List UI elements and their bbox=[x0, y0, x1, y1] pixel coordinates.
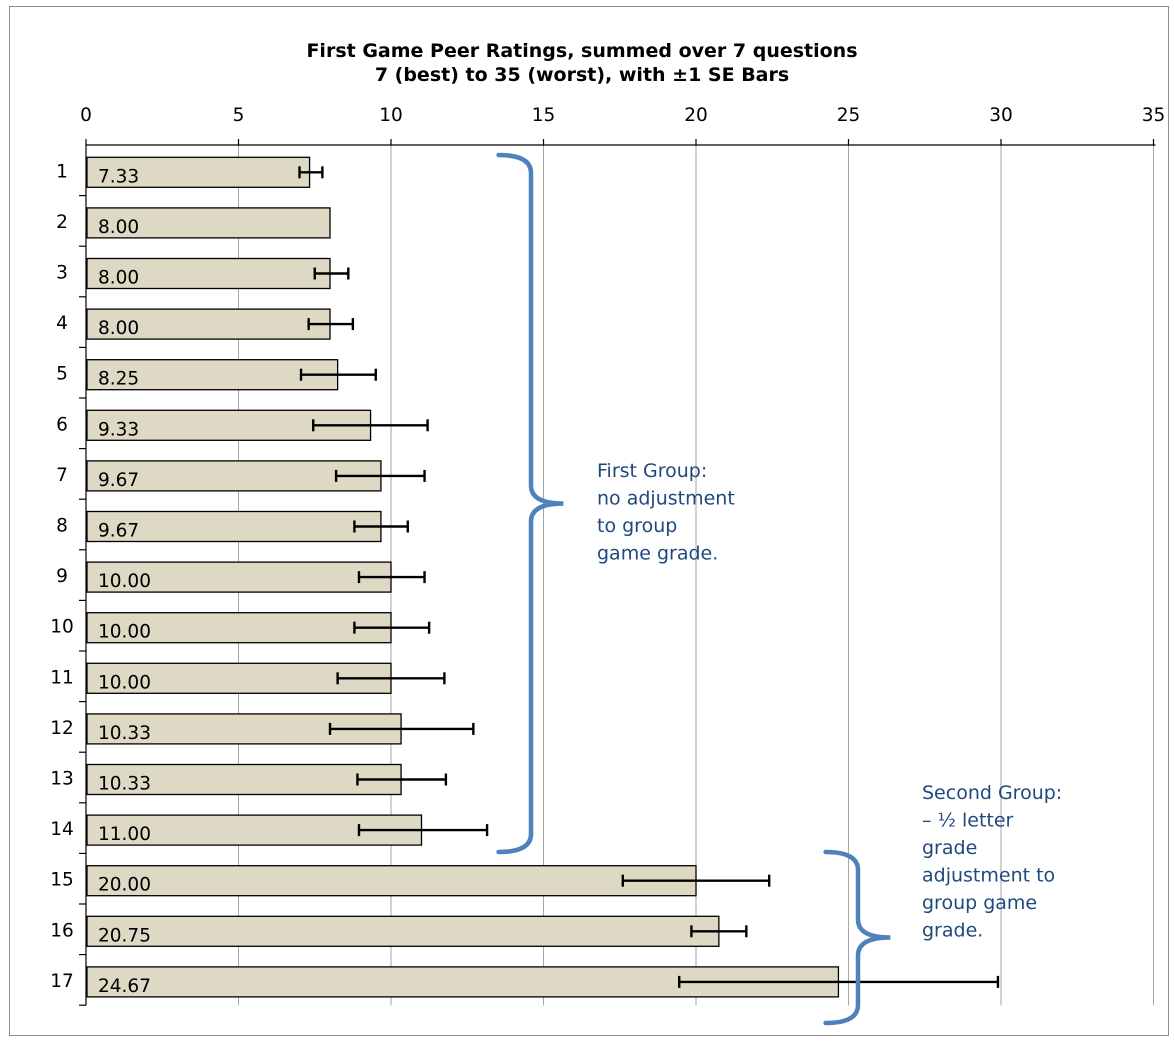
second-group-annotation-line: Second Group: bbox=[922, 782, 1062, 804]
gridlines bbox=[238, 145, 1154, 1006]
category-label: 15 bbox=[50, 870, 74, 891]
chart: First Game Peer Ratings, summed over 7 q… bbox=[50, 40, 1166, 1026]
bar-value-label: 8.25 bbox=[98, 369, 139, 390]
first-group-brace bbox=[496, 152, 564, 855]
second-group-annotation-line: adjustment to bbox=[922, 865, 1055, 887]
category-label: 4 bbox=[56, 313, 68, 334]
bar bbox=[86, 510, 382, 543]
bar-value-label: 20.00 bbox=[98, 875, 151, 896]
category-label: 5 bbox=[56, 364, 68, 385]
bar-value-label: 10.33 bbox=[98, 723, 151, 744]
bar bbox=[86, 865, 697, 897]
category-label: 9 bbox=[56, 566, 68, 587]
annotations: First Group: no adjustment to group game gr… bbox=[496, 152, 1062, 1026]
bar-value-label: 10.00 bbox=[98, 571, 151, 592]
x-tick-label: 35 bbox=[1142, 105, 1166, 126]
category-label: 6 bbox=[56, 414, 68, 435]
bar bbox=[86, 156, 311, 188]
category-label: 17 bbox=[50, 971, 74, 992]
bar-value-label: 9.67 bbox=[98, 470, 139, 491]
chart-subtitle: 7 (best) to 35 (worst), with ±1 SE Bars bbox=[375, 64, 789, 86]
chart-frame: First Game Peer Ratings, summed over 7 q… bbox=[9, 6, 1169, 1036]
category-label: 2 bbox=[56, 212, 68, 233]
bar-value-label: 9.67 bbox=[98, 521, 139, 542]
x-tick-label: 25 bbox=[837, 105, 861, 126]
second-group-annotation-line: grade. bbox=[922, 920, 983, 942]
bars: 7.33 8.00 8.00 8.00 8.25 9.33 9.67 9.67 10.00 10.… bbox=[86, 156, 1000, 998]
first-group-annotation-line: no adjustment bbox=[597, 488, 735, 510]
bar bbox=[86, 561, 392, 593]
bar-value-label: 8.00 bbox=[98, 217, 139, 238]
category-label: 13 bbox=[50, 769, 74, 790]
first-group-annotation-line: game grade. bbox=[597, 543, 718, 565]
category-label: 1 bbox=[56, 161, 68, 182]
bar bbox=[86, 460, 382, 492]
second-group-brace bbox=[823, 849, 891, 1026]
x-tick-label: 10 bbox=[379, 105, 403, 126]
bar bbox=[86, 612, 392, 644]
bar-value-label: 7.33 bbox=[98, 166, 139, 187]
bar bbox=[86, 207, 331, 239]
second-group-annotation-line: group game bbox=[922, 892, 1037, 914]
first-group-annotation-line: First Group: bbox=[597, 460, 707, 482]
category-label: 16 bbox=[50, 920, 74, 941]
first-group-annotation-line: to group bbox=[597, 515, 677, 537]
bar bbox=[86, 915, 720, 947]
bar-value-label: 10.00 bbox=[98, 622, 151, 643]
second-group-annotation-line: – ½ letter bbox=[922, 810, 1014, 832]
second-group-annotation-line: grade bbox=[922, 837, 977, 859]
category-label: 10 bbox=[50, 617, 74, 638]
category-label: 3 bbox=[56, 263, 68, 284]
x-tick-label: 5 bbox=[233, 105, 245, 126]
x-tick-label: 0 bbox=[80, 105, 92, 126]
bar-value-label: 8.00 bbox=[98, 318, 139, 339]
x-tick-label: 20 bbox=[684, 105, 708, 126]
bar-value-label: 10.33 bbox=[98, 774, 151, 795]
bar bbox=[86, 359, 339, 391]
category-label: 7 bbox=[56, 465, 68, 486]
category-label: 12 bbox=[50, 718, 74, 739]
bar-value-label: 20.75 bbox=[98, 925, 151, 946]
x-tick-label: 30 bbox=[989, 105, 1013, 126]
bar-value-label: 11.00 bbox=[98, 824, 151, 845]
bar-value-label: 9.33 bbox=[98, 419, 139, 440]
x-tick-label: 15 bbox=[532, 105, 556, 126]
bar-value-label: 10.00 bbox=[98, 672, 151, 693]
category-label: 11 bbox=[50, 667, 74, 688]
bar-value-label: 24.67 bbox=[98, 976, 151, 997]
chart-title: First Game Peer Ratings, summed over 7 q… bbox=[306, 40, 857, 62]
category-label: 14 bbox=[50, 819, 74, 840]
category-label: 8 bbox=[56, 516, 68, 537]
bar bbox=[86, 257, 331, 290]
bar-value-label: 8.00 bbox=[98, 268, 139, 289]
